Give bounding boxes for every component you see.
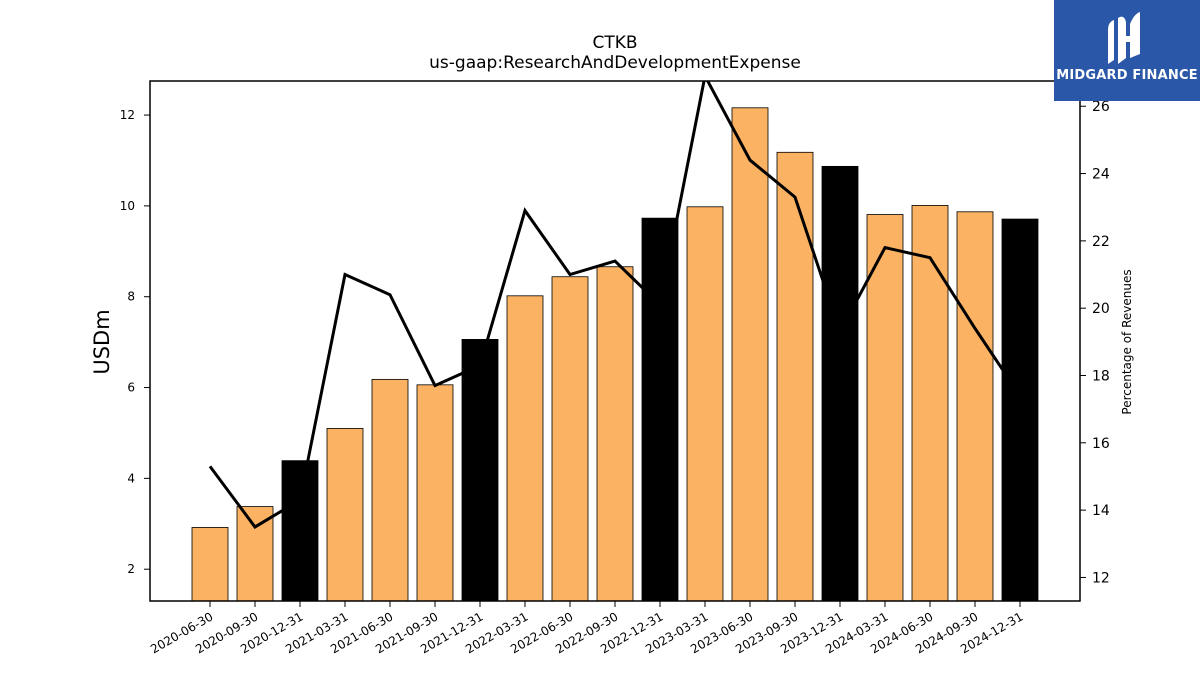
bar-2021-06-30 — [371, 378, 409, 601]
bar-2023-03-31 — [686, 206, 724, 601]
bar-2020-12-31 — [281, 460, 319, 601]
y-tick-label-right: 18 — [1092, 368, 1110, 384]
chart-title: CTKB — [592, 33, 637, 53]
y-tick-label-right: 22 — [1092, 234, 1110, 250]
y-tick-label-left: 10 — [120, 199, 135, 213]
chart-subtitle: us-gaap:ResearchAndDevelopmentExpense — [429, 53, 801, 73]
bar-2024-09-30 — [956, 211, 994, 601]
logo-mark-icon — [1102, 8, 1152, 72]
bar-2024-12-31 — [1001, 218, 1039, 601]
brand-logo: MIDGARD FINANCE — [1054, 0, 1200, 101]
bar-2021-12-31 — [461, 339, 499, 601]
bar-2022-09-30 — [596, 266, 634, 601]
bar-2021-03-31 — [326, 428, 364, 601]
bar-2022-06-30 — [551, 276, 589, 601]
y-axis-label-right: Percentage of Revenues — [1120, 269, 1134, 414]
bar-series — [191, 107, 1039, 601]
y-tick-label-left: 8 — [127, 290, 135, 304]
bar-2024-03-31 — [866, 214, 904, 601]
bar-2023-09-30 — [776, 151, 814, 601]
y-tick-label-right: 12 — [1092, 570, 1110, 586]
bar-2022-03-31 — [506, 295, 544, 601]
y-tick-label-right: 16 — [1092, 436, 1110, 452]
bar-2023-06-30 — [731, 107, 769, 601]
y-tick-label-right: 26 — [1092, 99, 1110, 115]
y-tick-label-left: 2 — [127, 562, 135, 576]
y-tick-label-left: 6 — [127, 381, 135, 395]
bar-2024-06-30 — [911, 205, 949, 601]
y-tick-label-right: 14 — [1092, 503, 1110, 519]
bar-2022-12-31 — [641, 217, 679, 601]
logo-text: MIDGARD FINANCE — [1056, 68, 1198, 83]
pct-of-revenue-line — [208, 81, 1022, 529]
y-tick-label-right: 20 — [1092, 301, 1110, 317]
bar-2020-06-30 — [191, 527, 229, 601]
y-axis-label-left: USDm — [90, 309, 114, 374]
line-series — [208, 81, 1022, 529]
bar-2020-09-30 — [236, 506, 274, 601]
bar-2023-12-31 — [821, 165, 859, 601]
y-tick-label-right: 24 — [1092, 167, 1110, 183]
bar-2021-09-30 — [416, 384, 454, 601]
y-tick-label-left: 12 — [120, 108, 135, 122]
y-tick-label-left: 4 — [127, 471, 135, 485]
